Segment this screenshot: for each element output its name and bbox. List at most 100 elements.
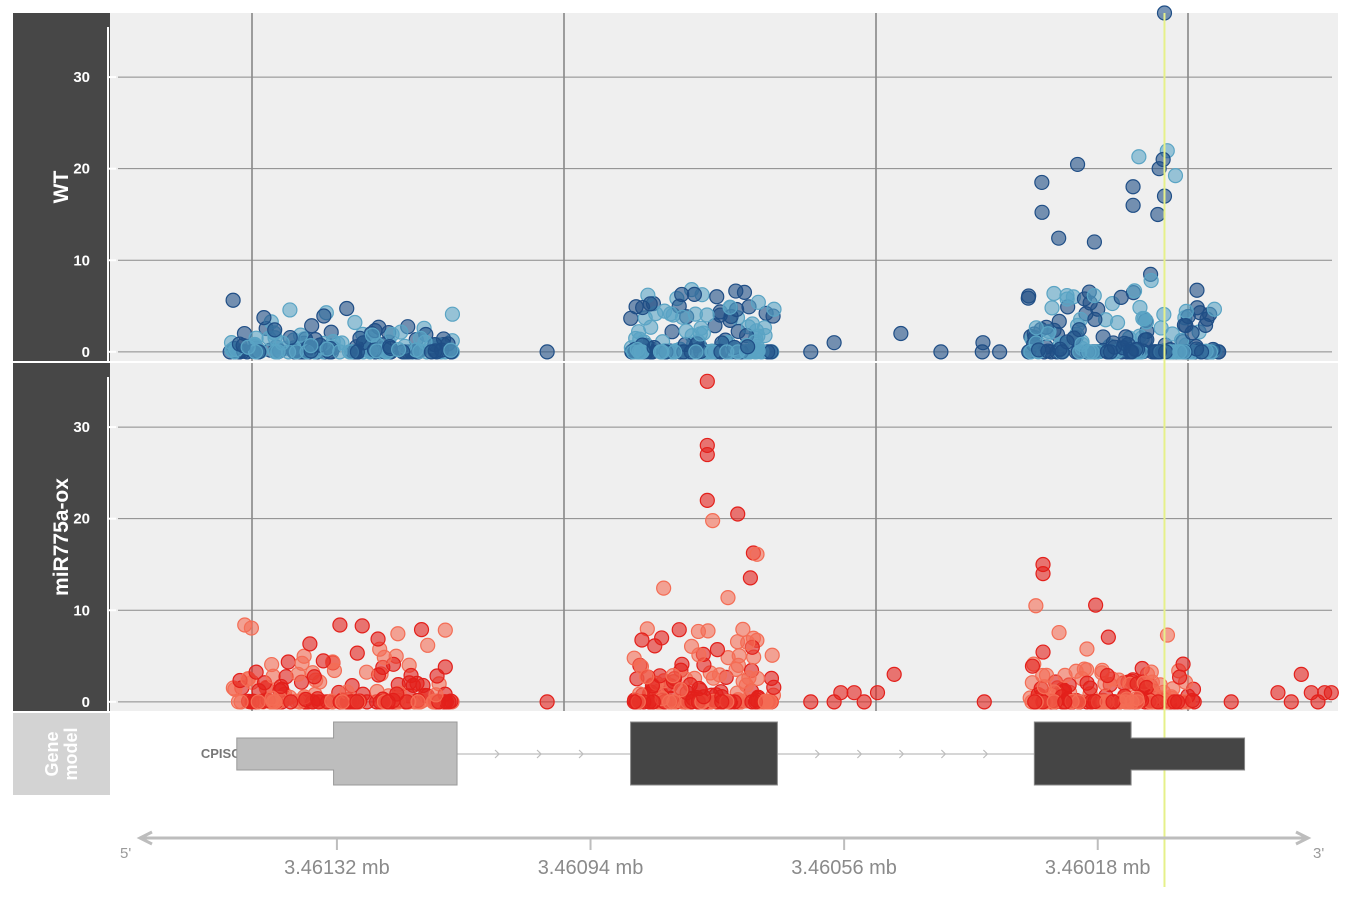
- mir-strip: miR775a-ox: [13, 363, 110, 711]
- data-point: [1044, 300, 1060, 316]
- data-point: [1109, 315, 1126, 331]
- data-point: [720, 590, 736, 606]
- data-point: [1323, 685, 1339, 701]
- strand-arrow: [494, 749, 500, 759]
- data-point: [699, 373, 715, 389]
- data-point: [728, 661, 744, 677]
- strand-arrow: [982, 749, 989, 759]
- data-point: [742, 570, 758, 586]
- strand-arrow: [856, 749, 863, 759]
- panel-wt: 0 10 20 30: [73, 5, 1338, 361]
- y-tick-label: 10: [73, 252, 90, 269]
- data-point: [846, 685, 862, 701]
- data-point: [290, 666, 306, 682]
- data-point: [358, 664, 375, 680]
- data-point: [539, 344, 555, 360]
- data-point: [393, 324, 409, 340]
- five-prime-label: 5': [120, 845, 131, 862]
- exon-3: [1033, 721, 1246, 786]
- data-point: [267, 322, 283, 338]
- data-point: [1095, 329, 1111, 345]
- data-point: [415, 677, 431, 694]
- exon-2: [630, 721, 778, 786]
- data-point: [1036, 679, 1052, 695]
- data-point: [1028, 320, 1044, 336]
- data-point: [673, 682, 689, 698]
- y-tick-label: 30: [73, 419, 90, 436]
- strand-arrow: [536, 749, 542, 759]
- data-point: [1119, 691, 1135, 707]
- data-point: [1057, 694, 1073, 710]
- data-point: [1176, 344, 1192, 360]
- genome-axis: 5' 3' 3.46132 mb 3.46094 mb 3.46056 mb 3.4601…: [120, 830, 1324, 879]
- data-point: [709, 289, 725, 305]
- data-point: [826, 335, 842, 351]
- data-point: [1171, 669, 1188, 685]
- data-point: [1035, 566, 1051, 582]
- data-point: [1082, 680, 1098, 696]
- data-point: [427, 343, 443, 359]
- data-point: [410, 694, 426, 710]
- data-point: [730, 506, 746, 522]
- data-point: [420, 637, 436, 653]
- y-tick-label: 20: [73, 161, 90, 178]
- data-point: [1051, 624, 1067, 641]
- data-point: [1143, 272, 1159, 289]
- data-point: [539, 694, 555, 710]
- exon-1: [236, 721, 458, 786]
- data-point: [437, 622, 453, 638]
- gene-model-strip: Gene model: [13, 713, 110, 795]
- y-tick-label: 10: [73, 602, 90, 619]
- three-prime-label: 3': [1313, 845, 1324, 862]
- data-point: [666, 694, 682, 710]
- data-point: [1125, 197, 1141, 213]
- gene-model: CPISCA: [201, 721, 1246, 786]
- data-point: [656, 580, 672, 596]
- data-point: [1150, 206, 1166, 223]
- data-point: [302, 636, 318, 652]
- data-point: [1125, 179, 1141, 195]
- data-point: [298, 691, 314, 708]
- data-point: [728, 283, 744, 299]
- data-point: [709, 642, 726, 658]
- data-point: [629, 341, 645, 358]
- data-point: [1189, 282, 1205, 298]
- data-point: [1071, 322, 1087, 338]
- data-point: [1105, 694, 1121, 710]
- data-point: [315, 653, 331, 669]
- data-point: [749, 670, 766, 687]
- data-point: [1167, 168, 1184, 184]
- data-point: [699, 307, 715, 323]
- data-point: [1143, 664, 1159, 680]
- data-point: [444, 306, 461, 322]
- data-point: [1051, 230, 1067, 246]
- points: [222, 5, 1227, 360]
- data-point: [435, 331, 452, 347]
- data-point: [1074, 336, 1090, 352]
- data-point: [705, 513, 721, 529]
- x-tick-label: 3.46094 mb: [538, 857, 644, 879]
- data-point: [354, 618, 370, 634]
- data-point: [692, 326, 708, 342]
- data-point: [1135, 310, 1151, 327]
- data-point: [1151, 161, 1167, 177]
- data-point: [654, 344, 670, 360]
- data-point: [626, 694, 642, 710]
- data-point: [652, 668, 668, 684]
- data-point: [1027, 694, 1043, 710]
- strand-arrow: [940, 749, 947, 759]
- data-point: [714, 694, 730, 710]
- data-point: [1034, 204, 1050, 220]
- data-point: [639, 669, 655, 685]
- data-point: [699, 492, 715, 508]
- axis-arrow-right: [1295, 830, 1312, 846]
- data-point: [1099, 344, 1116, 360]
- data-point: [671, 622, 687, 638]
- data-point: [744, 316, 761, 332]
- data-point: [691, 647, 707, 663]
- data-point: [370, 631, 386, 647]
- data-point: [349, 344, 365, 360]
- data-point: [705, 670, 721, 686]
- data-point: [678, 323, 694, 339]
- y-tick-label: 0: [82, 694, 90, 711]
